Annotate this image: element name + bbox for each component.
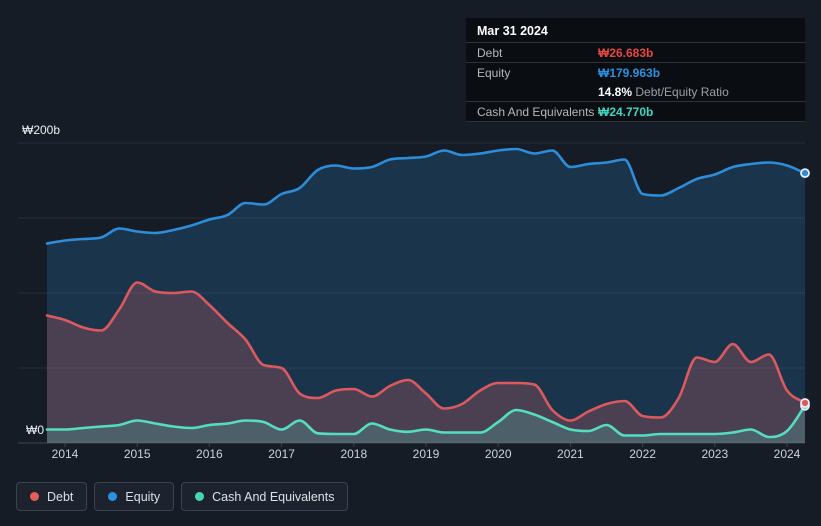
y-axis-label-zero: ₩0 xyxy=(26,423,44,437)
x-axis-label-2024: 2024 xyxy=(773,447,801,461)
chart-legend: Debt Equity Cash And Equivalents xyxy=(16,482,349,511)
debt-series-dot-icon xyxy=(30,492,39,501)
x-axis-label-2018: 2018 xyxy=(340,447,368,461)
tooltip-debt-label: Debt xyxy=(477,45,503,60)
equity-series-dot-icon xyxy=(108,492,118,501)
tooltip-row-ratio: 14.8% Debt/Equity Ratio xyxy=(466,82,805,102)
legend-item-cash[interactable]: Cash And Equivalents xyxy=(181,482,349,511)
tooltip-debt-value: ₩26.683b xyxy=(598,45,654,60)
legend-cash-label: Cash And Equivalents xyxy=(212,489,335,504)
tooltip-row-cash: Cash And Equivalents ₩24.770b xyxy=(466,102,805,122)
tooltip-equity-label: Equity xyxy=(477,65,511,80)
legend-item-debt[interactable]: Debt xyxy=(16,482,88,511)
legend-equity-label: Equity xyxy=(125,489,161,504)
legend-debt-label: Debt xyxy=(47,489,74,504)
x-axis-label-2021: 2021 xyxy=(557,447,584,461)
tooltip-row-equity: Equity ₩179.963b xyxy=(466,63,805,82)
y-axis-label-top: ₩200b xyxy=(22,123,61,137)
x-axis-label-2023: 2023 xyxy=(701,447,729,461)
tooltip-cash-value: ₩24.770b xyxy=(598,104,654,119)
x-axis-label-2022: 2022 xyxy=(629,447,656,461)
legend-item-equity[interactable]: Equity xyxy=(94,482,175,511)
x-axis-label-2015: 2015 xyxy=(123,447,151,461)
ratio-label: Debt/Equity Ratio xyxy=(635,84,729,99)
x-axis-label-2016: 2016 xyxy=(196,447,223,461)
tooltip-date: Mar 31 2024 xyxy=(466,18,805,43)
debt-equity-ratio: 14.8% Debt/Equity Ratio xyxy=(598,85,729,99)
cash-series-dot-icon xyxy=(195,492,205,501)
x-axis-label-2019: 2019 xyxy=(412,447,440,461)
tooltip-equity-value: ₩179.963b xyxy=(598,65,661,80)
tooltip: Mar 31 2024 Debt ₩26.683b Equity ₩179.96… xyxy=(466,18,805,122)
tooltip-row-debt: Debt ₩26.683b xyxy=(466,43,805,63)
tooltip-cash-label: Cash And Equivalents xyxy=(477,104,595,119)
x-axis-label-2014: 2014 xyxy=(51,447,79,461)
x-axis-label-2020: 2020 xyxy=(484,447,512,461)
ratio-value: 14.8% xyxy=(598,84,633,99)
x-axis-label-2017: 2017 xyxy=(268,447,295,461)
